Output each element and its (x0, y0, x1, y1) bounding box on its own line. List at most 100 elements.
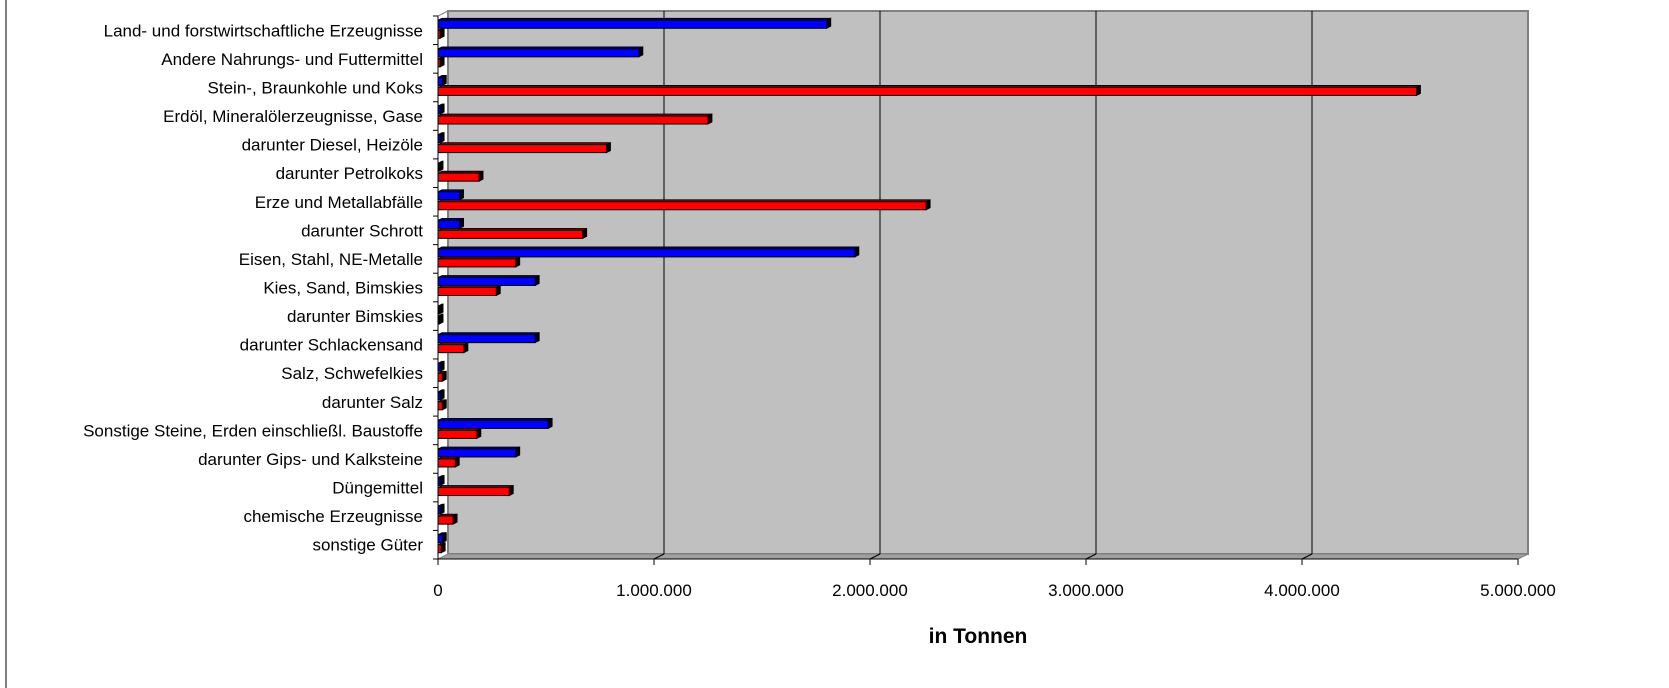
bar (437, 417, 553, 430)
bar (437, 131, 445, 144)
bar-end-face (508, 484, 514, 497)
bar-end-face (582, 227, 588, 239)
bar (437, 303, 444, 315)
bar (437, 456, 460, 468)
y-axis: Land- und forstwirtschaftliche Erzeugnis… (83, 10, 449, 560)
bar-front-face (437, 19, 828, 29)
bar-end-face (534, 332, 540, 344)
category-label: Erdöl, Mineralölerzeugnisse, Gase (163, 107, 423, 126)
bar (437, 246, 860, 258)
bar (437, 474, 445, 487)
bar (437, 484, 514, 497)
bar-end-face (439, 360, 445, 372)
bar-front-face (437, 344, 465, 354)
x-tick-label: 3.000.000 (1048, 581, 1124, 600)
category-label: Salz, Schwefelkies (281, 364, 423, 383)
bar-front-face (437, 191, 461, 201)
bar-end-face (439, 56, 445, 68)
x-axis-title: in Tonnen (929, 625, 1028, 648)
category-label: Land- und forstwirtschaftliche Erzeugnis… (104, 21, 423, 40)
bar-end-face (439, 503, 445, 515)
bar (437, 542, 446, 554)
bar (437, 503, 445, 515)
category-label: darunter Gips- und Kalksteine (198, 450, 423, 469)
bar-front-face (437, 429, 478, 439)
bar (437, 332, 540, 344)
bar (437, 217, 465, 229)
bar (437, 256, 521, 268)
bar-end-face (495, 284, 501, 297)
bar-front-face (437, 229, 584, 239)
bar (437, 399, 447, 411)
bar-end-face (515, 256, 521, 268)
x-tick-label: 5.000.000 (1480, 581, 1556, 600)
category-label: Düngemittel (332, 479, 423, 498)
bar-end-face (476, 427, 482, 440)
bar-end-face (439, 131, 445, 144)
bar-end-face (439, 103, 445, 115)
category-label: darunter Bimskies (287, 307, 423, 326)
bar-end-face (452, 513, 458, 525)
gridline-floor (1085, 553, 1097, 560)
x-tick-label: 2.000.000 (832, 581, 908, 600)
bar-end-face (459, 217, 465, 229)
gridline-floor (869, 553, 881, 560)
bar-front-face (437, 419, 549, 429)
bar-end-face (441, 74, 447, 87)
bar-end-face (534, 274, 540, 287)
bar (437, 227, 588, 239)
bar-end-face (440, 542, 446, 554)
category-label: darunter Schlackensand (240, 336, 423, 355)
bar-front-face (437, 201, 927, 211)
bar-front-face (437, 115, 709, 125)
category-label: darunter Schrott (301, 221, 423, 240)
x-axis-depth (1517, 553, 1529, 560)
bar-front-face (437, 448, 517, 458)
bar (437, 46, 644, 58)
bar (437, 427, 482, 440)
bar-front-face (437, 515, 454, 525)
bar (437, 446, 521, 458)
bar (437, 313, 444, 325)
bar-front-face (437, 86, 1417, 96)
category-label: darunter Petrolkoks (276, 164, 423, 183)
category-label: darunter Diesel, Heizöle (242, 136, 423, 155)
bar (437, 513, 458, 525)
x-axis: 0 1.000.000 2.000.000 3.000.000 4.000.000 5.0… (433, 553, 1556, 600)
bar (437, 84, 1421, 97)
bar-end-face (638, 46, 644, 58)
bar-front-face (437, 172, 480, 182)
bar (437, 360, 445, 372)
bar (437, 27, 445, 39)
bar (437, 389, 445, 401)
gridlines (653, 11, 1313, 560)
bar (437, 103, 445, 115)
bar-front-face (437, 287, 497, 296)
bar-front-face (437, 534, 443, 544)
bar (437, 342, 469, 354)
bar-end-face (515, 446, 521, 458)
bar-end-face (439, 27, 445, 39)
bar-front-face (437, 219, 461, 229)
x-tick-label: 0 (433, 581, 442, 600)
bar (437, 17, 832, 29)
category-label: Stein-, Braunkohle und Koks (208, 78, 423, 97)
bars (437, 17, 1421, 554)
bar (437, 113, 713, 125)
bar-end-face (439, 474, 445, 487)
bar-front-face (437, 277, 536, 286)
bar-front-face (437, 372, 443, 382)
bar-end-face (1416, 84, 1421, 97)
bar-end-face (441, 399, 447, 411)
bar-front-face (437, 487, 510, 497)
bar-end-face (454, 456, 460, 468)
bar-front-face (437, 401, 443, 411)
bar-end-face (606, 141, 611, 154)
category-label: Kies, Sand, Bimskies (263, 279, 423, 298)
gridline-floor (653, 553, 665, 560)
bar (437, 170, 484, 182)
bar-end-face (925, 199, 931, 211)
bar-end-face (459, 189, 465, 201)
bar-end-face (478, 170, 484, 182)
